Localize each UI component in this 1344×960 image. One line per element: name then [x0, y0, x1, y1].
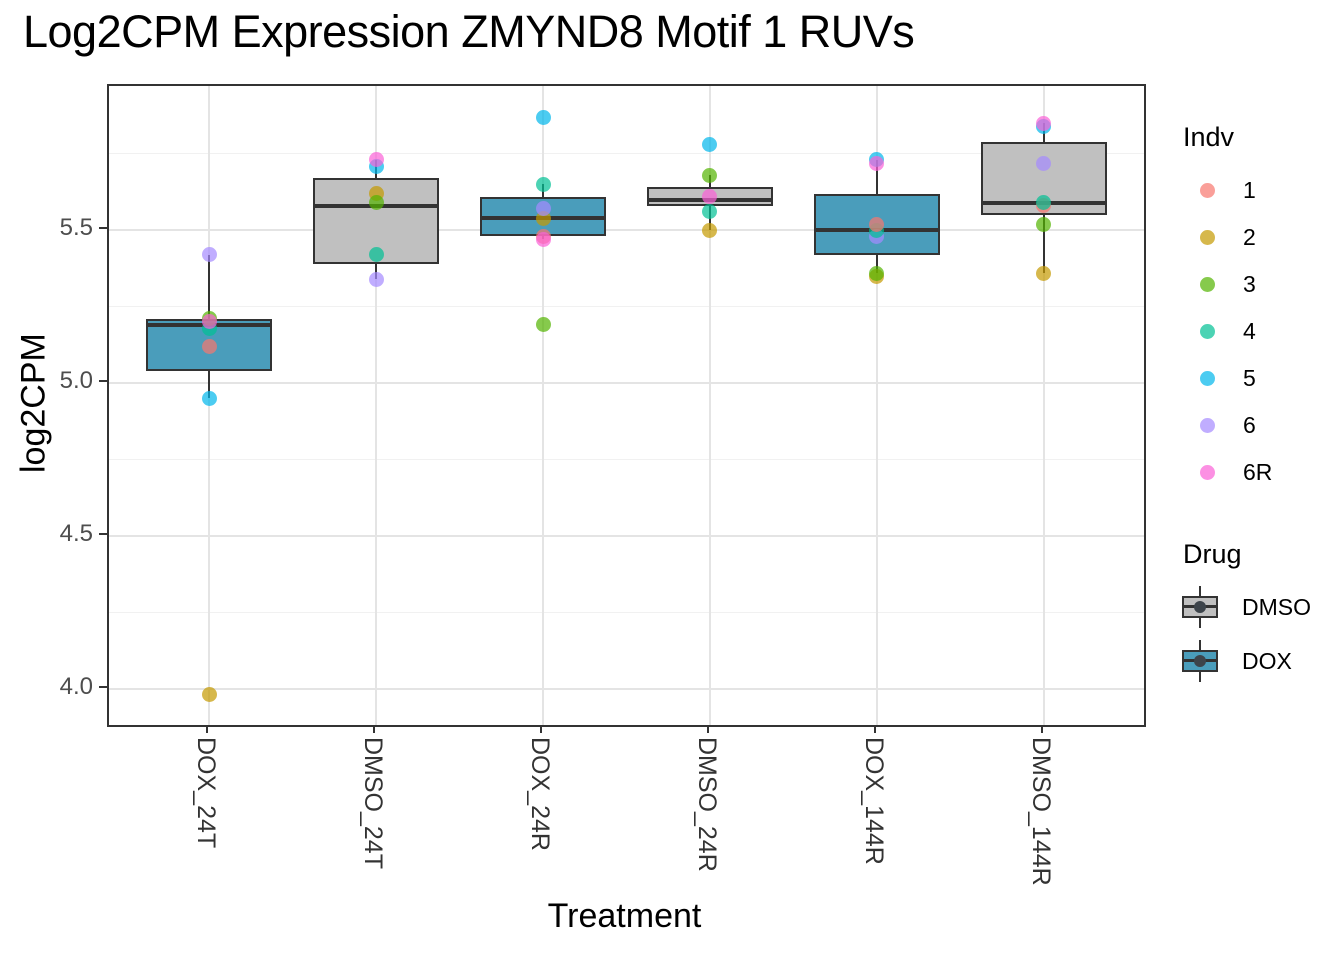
legend-drug-item-DMSO: DMSO — [1180, 584, 1311, 630]
x-tick-label-DOX_24T: DOX_24T — [192, 737, 221, 849]
plot-panel — [107, 84, 1146, 727]
legend-drug-item-DOX: DOX — [1180, 638, 1311, 684]
y-tick-mark — [99, 380, 107, 383]
legend-dot-icon — [1200, 277, 1215, 292]
x-tick-mark — [373, 725, 376, 733]
x-tick-mark — [540, 725, 543, 733]
jitter-point-indv-6R — [1036, 115, 1052, 131]
gridline-major-x — [375, 86, 378, 725]
y-tick-mark — [99, 532, 107, 535]
legend-dot-icon — [1200, 183, 1215, 198]
y-tick-label: 5.0 — [59, 367, 93, 395]
x-tick-mark — [873, 725, 876, 733]
jitter-point-indv-5 — [535, 109, 551, 125]
x-tick-mark — [1040, 725, 1043, 733]
jitter-point-indv-6R — [535, 231, 551, 247]
chart-title: Log2CPM Expression ZMYND8 Motif 1 RUVs — [23, 6, 915, 57]
x-tick-mark — [206, 725, 209, 733]
legend-indv-item-3: 3 — [1180, 261, 1272, 308]
legend-indv-label: 1 — [1243, 177, 1256, 203]
gridline-major-y — [109, 534, 1144, 537]
legend-indv-item-4: 4 — [1180, 308, 1272, 355]
jitter-point-indv-6R — [368, 152, 384, 168]
legend-indv-label: 5 — [1243, 365, 1256, 391]
legend-dot-icon — [1200, 371, 1215, 386]
x-tick-label-DMSO_24T: DMSO_24T — [359, 737, 388, 869]
gridline-major-x — [875, 86, 878, 725]
y-axis-title: log2CPM — [14, 333, 53, 474]
legend-drug-label: DOX — [1242, 647, 1292, 674]
y-tick-mark — [99, 227, 107, 230]
legend-indv-label: 2 — [1243, 224, 1256, 250]
legend-dot-icon — [1200, 418, 1215, 433]
jitter-point-indv-3 — [702, 167, 718, 183]
legend-indv-title: Indv — [1183, 122, 1235, 152]
jitter-point-indv-6R — [702, 189, 718, 205]
legend-indv-label: 3 — [1243, 271, 1256, 297]
jitter-point-indv-4 — [535, 176, 551, 192]
y-tick-label: 4.0 — [59, 672, 93, 700]
gridline-major-x — [542, 86, 545, 725]
jitter-point-indv-2 — [1036, 265, 1052, 281]
gridline-minor-y — [109, 611, 1144, 613]
jitter-point-indv-5 — [702, 137, 718, 153]
gridline-minor-y — [109, 306, 1144, 308]
jitter-point-indv-1 — [201, 338, 217, 354]
x-axis-title: Treatment — [547, 897, 702, 935]
y-tick-mark — [99, 685, 107, 688]
jitter-point-indv-4 — [368, 247, 384, 263]
jitter-point-indv-6 — [1036, 155, 1052, 171]
legend-indv-item-1: 1 — [1180, 167, 1272, 214]
legend-drug: Drug DMSO DOX — [1180, 539, 1311, 684]
jitter-point-indv-6R — [201, 314, 217, 330]
gridline-major-y — [109, 229, 1144, 232]
x-tick-label-DMSO_24R: DMSO_24R — [692, 737, 721, 872]
legend-indv-item-6: 6 — [1180, 402, 1272, 449]
gridline-minor-y — [109, 153, 1144, 155]
legend-indv: Indv 1 2 3 4 5 6 6R — [1180, 122, 1272, 496]
legend-indv-item-2: 2 — [1180, 214, 1272, 261]
x-tick-label-DOX_24R: DOX_24R — [526, 737, 555, 851]
legend-dot-icon — [1200, 324, 1215, 339]
jitter-point-indv-1 — [869, 216, 885, 232]
legend-indv-item-6R: 6R — [1180, 449, 1272, 496]
gridline-major-y — [109, 382, 1144, 385]
legend-dot-icon — [1200, 230, 1215, 245]
y-tick-label: 5.5 — [59, 214, 93, 242]
jitter-point-indv-4 — [702, 204, 718, 220]
boxplot-key-icon — [1180, 586, 1220, 628]
jitter-point-indv-3 — [1036, 216, 1052, 232]
jitter-point-indv-2 — [702, 222, 718, 238]
jitter-point-indv-6 — [368, 271, 384, 287]
jitter-point-indv-6 — [201, 247, 217, 263]
jitter-point-indv-3 — [368, 195, 384, 211]
legend-dot-icon — [1200, 465, 1215, 480]
jitter-point-indv-4 — [1036, 195, 1052, 211]
legend-indv-label: 6R — [1243, 459, 1273, 485]
x-tick-label-DOX_144R: DOX_144R — [859, 737, 888, 865]
key-point — [1194, 601, 1206, 613]
gridline-minor-y — [109, 458, 1144, 460]
x-tick-mark — [706, 725, 709, 733]
y-tick-label: 4.5 — [59, 519, 93, 547]
key-point — [1194, 655, 1206, 667]
jitter-point-indv-2 — [201, 687, 217, 703]
boxplot-key-icon — [1180, 640, 1220, 682]
gridline-major-y — [109, 687, 1144, 690]
legend-drug-title: Drug — [1183, 539, 1242, 569]
jitter-point-indv-6R — [869, 155, 885, 171]
jitter-point-indv-3 — [535, 317, 551, 333]
gridline-major-x — [708, 86, 711, 725]
legend-indv-item-5: 5 — [1180, 355, 1272, 402]
x-tick-label-DMSO_144R: DMSO_144R — [1026, 737, 1055, 886]
legend-drug-label: DMSO — [1242, 593, 1311, 620]
legend-indv-label: 4 — [1243, 318, 1256, 344]
legend-indv-label: 6 — [1243, 412, 1256, 438]
jitter-point-indv-3 — [869, 265, 885, 281]
jitter-point-indv-6 — [535, 201, 551, 217]
gridline-major-x — [1042, 86, 1045, 725]
jitter-point-indv-5 — [201, 390, 217, 406]
